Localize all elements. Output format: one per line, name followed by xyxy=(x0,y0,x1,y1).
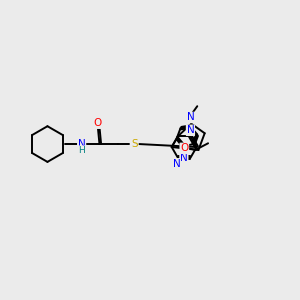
Text: N: N xyxy=(78,139,86,149)
Text: S: S xyxy=(131,139,138,149)
Text: N: N xyxy=(172,159,180,169)
Text: N: N xyxy=(180,153,188,163)
Text: O: O xyxy=(94,118,102,128)
Text: O: O xyxy=(180,143,188,153)
Text: N: N xyxy=(187,125,194,135)
Text: N: N xyxy=(188,112,195,122)
Text: H: H xyxy=(78,146,85,155)
